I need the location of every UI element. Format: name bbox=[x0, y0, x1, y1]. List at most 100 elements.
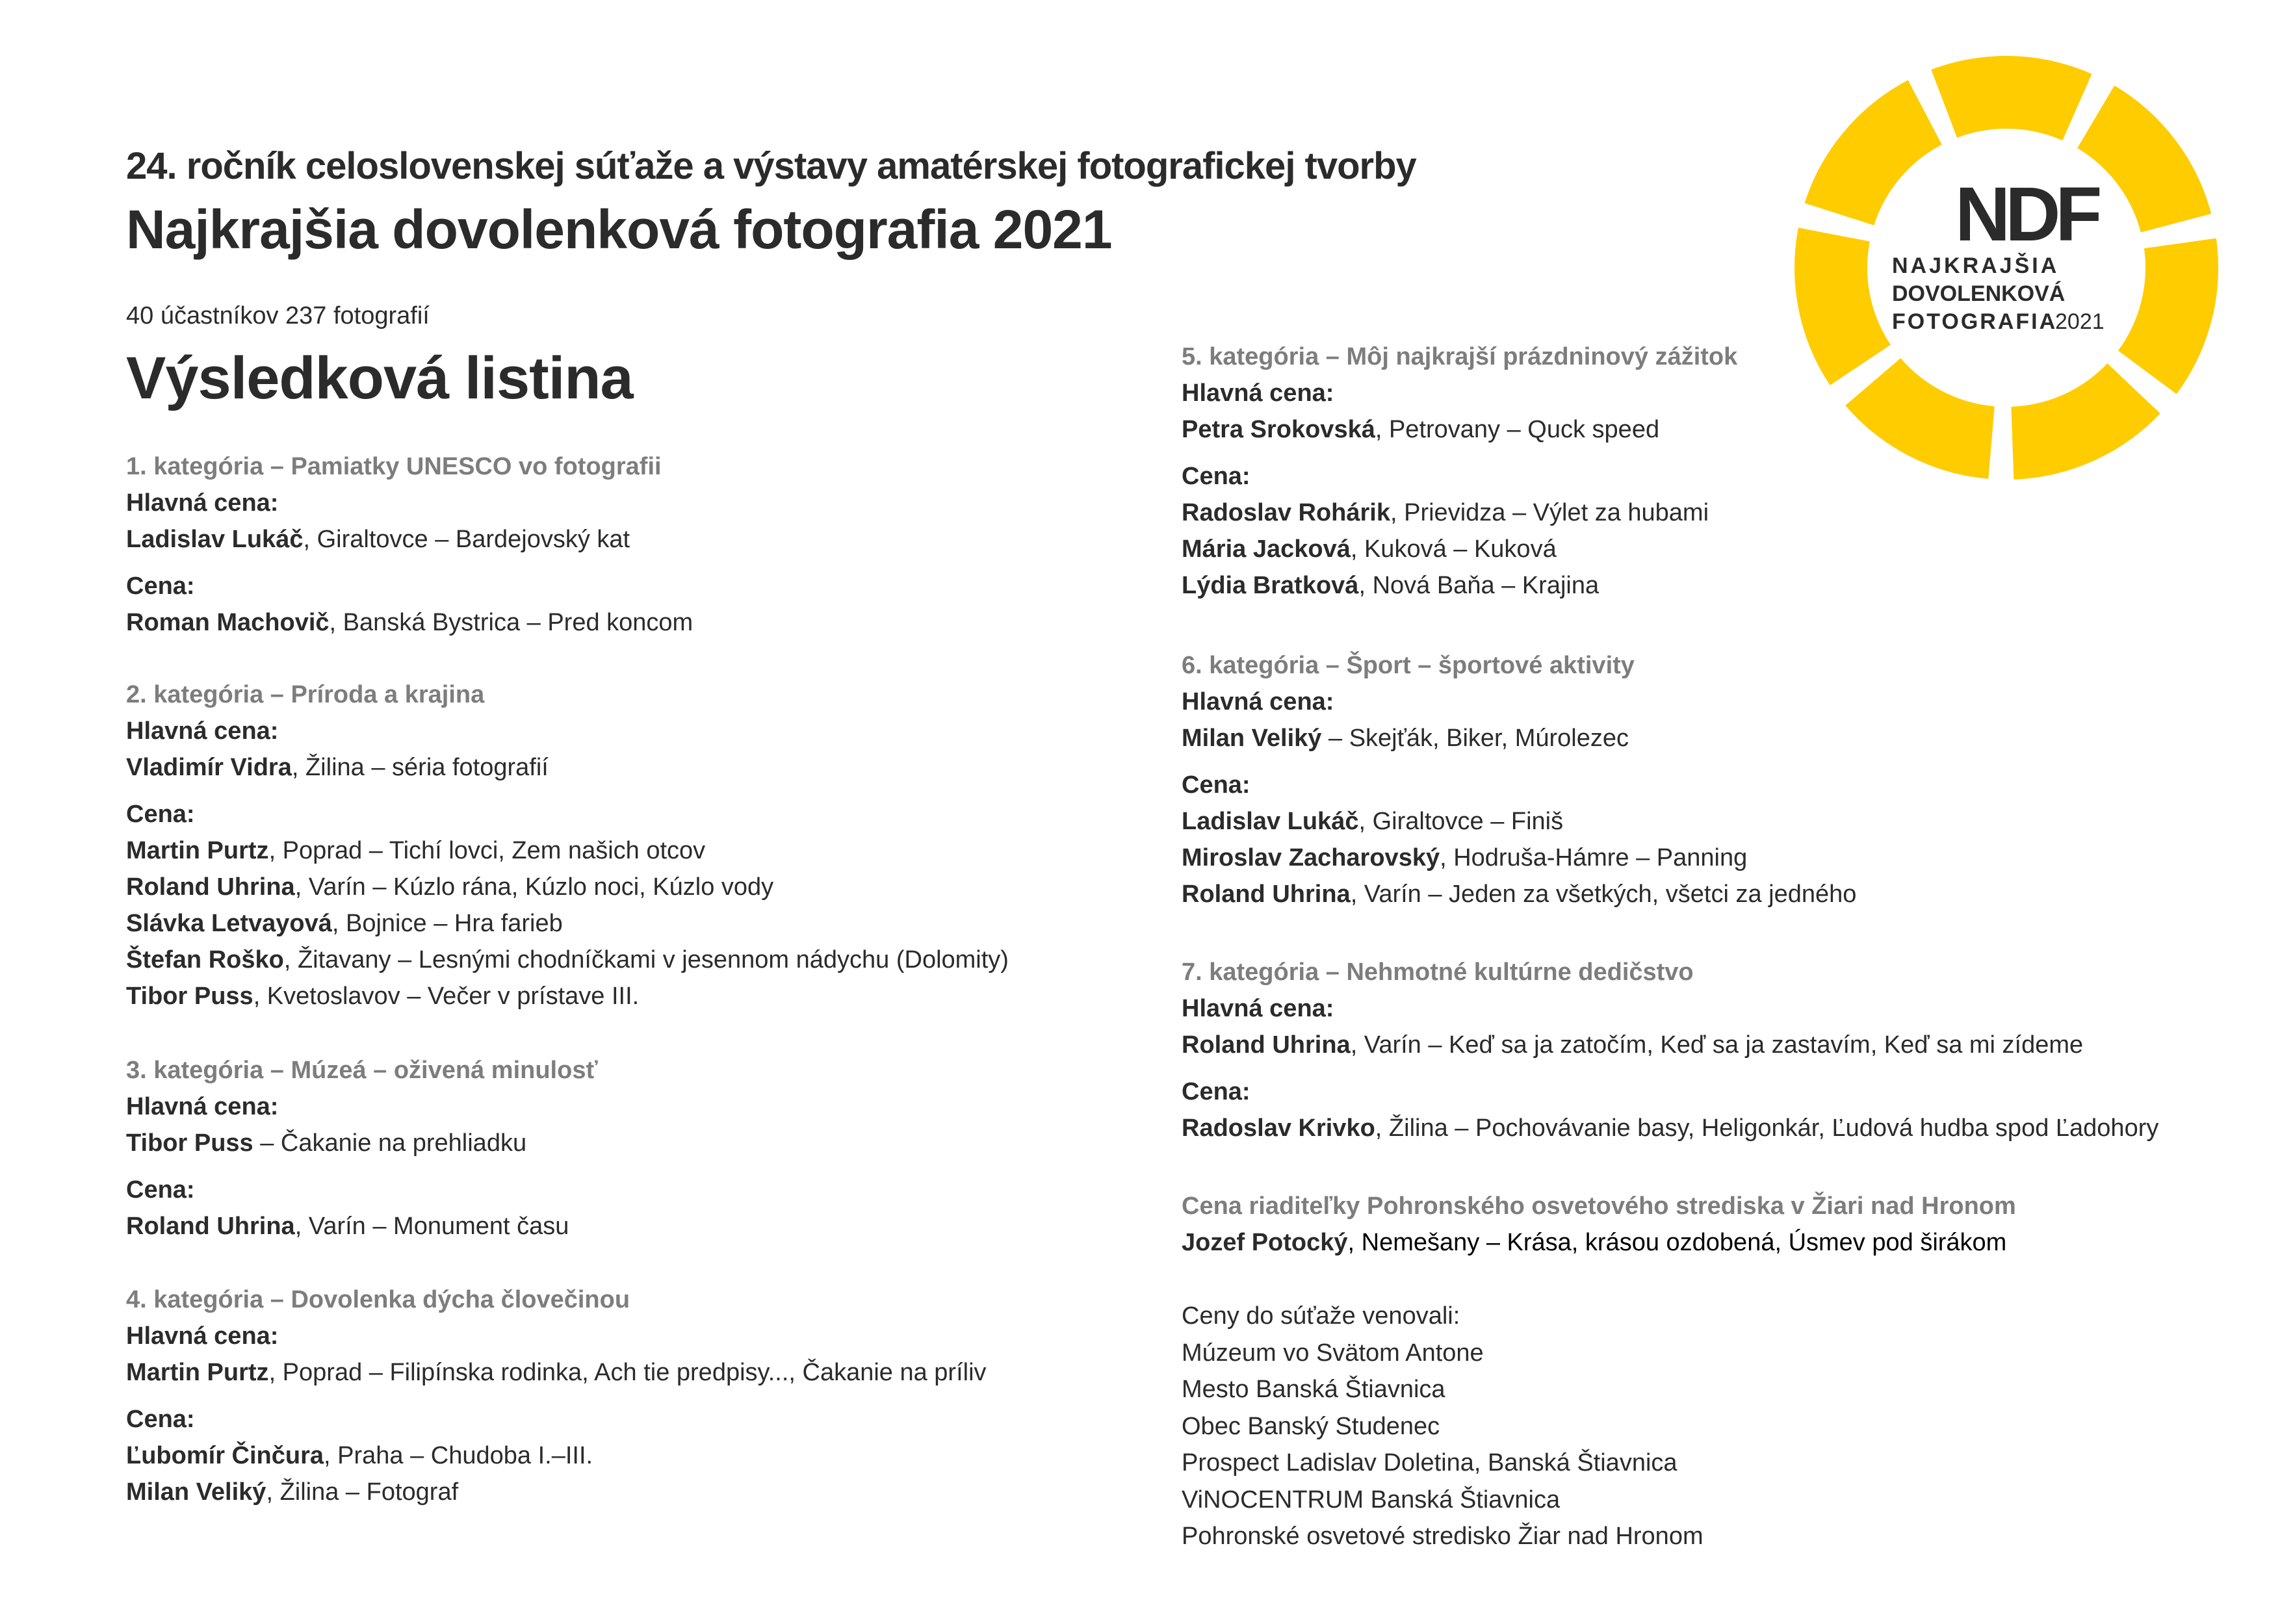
logo-line3: FOTOGRAFIA bbox=[1892, 309, 2057, 334]
winner-details: – Čakanie na prehliadku bbox=[253, 1129, 527, 1157]
winner-name: Roland Uhrina bbox=[126, 873, 295, 901]
award-group: Cena: Ľubomír Činčura, Praha – Chudoba I.… bbox=[126, 1401, 987, 1510]
winner-details: , Varín – Monument času bbox=[294, 1213, 569, 1240]
award-label: Cena: bbox=[1182, 1078, 1250, 1105]
winner-name: Roland Uhrina bbox=[1182, 1031, 1351, 1059]
winner-name: Milan Veliký bbox=[1182, 725, 1322, 752]
winner-details: – Skejťák, Biker, Múrolezec bbox=[1321, 725, 1629, 752]
winner-name: Roland Uhrina bbox=[1182, 881, 1351, 908]
logo-line2: DOVOLENKOVÁ bbox=[1892, 281, 2065, 306]
winner-name: Tibor Puss bbox=[126, 983, 253, 1010]
sponsor-item: Múzeum vo Svätom Antone bbox=[1182, 1339, 1484, 1367]
award-group: Cena: Martin Purtz, Poprad – Tichí lovci,… bbox=[126, 796, 1009, 1014]
winner-name: Milan Veliký bbox=[126, 1478, 266, 1506]
award-label: Hlavná cena: bbox=[1182, 995, 1334, 1022]
winner-details: , Žilina – séria fotografií bbox=[291, 754, 549, 781]
winner-entry: Martin Purtz, Poprad – Filipínska rodink… bbox=[126, 1354, 987, 1391]
award-group: Jozef Potocký, Nemešany – Krása, krásou … bbox=[1182, 1224, 2016, 1261]
award-group: Hlavná cena: Vladimír Vidra, Žilina – sér… bbox=[126, 713, 1009, 786]
category-title: 4. kategória – Dovolenka dýcha človečino… bbox=[126, 1286, 630, 1313]
winner-entry: Miroslav Zacharovský, Hodruša-Hámre – Pa… bbox=[1182, 840, 1856, 876]
logo-letters: NDF bbox=[1955, 172, 2099, 257]
category-block: 5. kategória – Môj najkrajší prázdninový… bbox=[1182, 339, 1737, 604]
category-title: 2. kategória – Príroda a krajina bbox=[126, 681, 485, 708]
award-label: Hlavná cena: bbox=[126, 1322, 279, 1350]
winner-name: Radoslav Rohárik bbox=[1182, 499, 1390, 526]
winner-entry: Slávka Letvayová, Bojnice – Hra farieb bbox=[126, 905, 1009, 942]
winner-details: , Nemešany – Krása, krásou ozdobená, Úsm… bbox=[1347, 1229, 2007, 1256]
award-label: Cena: bbox=[1182, 771, 1250, 799]
results-heading: Výsledková listina bbox=[126, 345, 634, 411]
sponsor-item: Pohronské osvetové stredisko Žiar nad Hr… bbox=[1182, 1523, 1704, 1550]
winner-name: Vladimír Vidra bbox=[126, 754, 292, 781]
winner-entry: Tibor Puss – Čakanie na prehliadku bbox=[126, 1125, 598, 1161]
award-group: Hlavná cena: Petra Srokovská, Petrovany –… bbox=[1182, 375, 1737, 448]
winner-details: , Giraltovce – Bardejovský kat bbox=[303, 526, 630, 553]
page-title: Najkrajšia dovolenková fotografia 2021 bbox=[126, 199, 1113, 260]
winner-name: Martin Purtz bbox=[126, 1359, 269, 1386]
winner-entry: Ladislav Lukáč, Giraltovce – Finiš bbox=[1182, 803, 1856, 840]
winner-entry: Ľubomír Činčura, Praha – Chudoba I.–III. bbox=[126, 1437, 987, 1474]
winner-entry: Radoslav Krivko, Žilina – Pochovávanie b… bbox=[1182, 1110, 2158, 1146]
winner-entry: Roman Machovič, Banská Bystrica – Pred k… bbox=[126, 604, 693, 641]
sponsor-item: Prospect Ladislav Doletina, Banská Štiav… bbox=[1182, 1449, 1678, 1476]
category-block: 2. kategória – Príroda a krajina Hlavná c… bbox=[126, 677, 1009, 1014]
category-block: 4. kategória – Dovolenka dýcha človečino… bbox=[126, 1282, 987, 1510]
winner-details: , Nová Baňa – Krajina bbox=[1358, 572, 1600, 599]
winner-name: Mária Jacková bbox=[1182, 535, 1351, 563]
winner-entry: Vladimír Vidra, Žilina – séria fotografi… bbox=[126, 749, 1009, 786]
winner-details: , Banská Bystrica – Pred koncom bbox=[329, 609, 693, 636]
winner-entry: Jozef Potocký, Nemešany – Krása, krásou … bbox=[1182, 1224, 2016, 1261]
winner-details: , Bojnice – Hra farieb bbox=[331, 910, 563, 937]
winner-name: Tibor Puss bbox=[126, 1129, 253, 1157]
award-label: Cena: bbox=[126, 1406, 195, 1433]
award-group: Hlavná cena: Tibor Puss – Čakanie na preh… bbox=[126, 1089, 598, 1161]
category-block: 6. kategória – Šport – športové aktivity… bbox=[1182, 647, 1856, 912]
winner-name: Ľubomír Činčura bbox=[126, 1442, 324, 1469]
winner-name: Roman Machovič bbox=[126, 609, 330, 636]
award-label: Cena: bbox=[1182, 463, 1250, 490]
category-block: 1. kategória – Pamiatky UNESCO vo fotogr… bbox=[126, 448, 693, 641]
winner-name: Jozef Potocký bbox=[1182, 1229, 1348, 1256]
sponsor-item: Mesto Banská Štiavnica bbox=[1182, 1376, 1445, 1403]
winner-entry: Radoslav Rohárik, Prievidza – Výlet za h… bbox=[1182, 495, 1737, 531]
award-label: Hlavná cena: bbox=[126, 717, 279, 745]
category-title: 3. kategória – Múzeá – oživená minulosť bbox=[126, 1057, 598, 1084]
sponsors-list: Ceny do súťaže venovali: Múzeum vo Sväto… bbox=[1182, 1298, 1704, 1555]
sponsor-item: ViNOCENTRUM Banská Štiavnica bbox=[1182, 1486, 1561, 1514]
award-group: Hlavná cena: Martin Purtz, Poprad – Filip… bbox=[126, 1318, 987, 1391]
winner-entry: Petra Srokovská, Petrovany – Quck speed bbox=[1182, 411, 1737, 448]
award-group: Cena: Radoslav Rohárik, Prievidza – Výlet… bbox=[1182, 458, 1737, 604]
winner-details: , Hodruša-Hámre – Panning bbox=[1440, 844, 1748, 871]
award-group: Cena: Ladislav Lukáč, Giraltovce – Finiš M… bbox=[1182, 767, 1856, 912]
winner-entry: Roland Uhrina, Varín – Kúzlo rána, Kúzlo… bbox=[126, 869, 1009, 905]
winner-entry: Tibor Puss, Kvetoslavov – Večer v prísta… bbox=[126, 978, 1009, 1014]
winner-details: , Kuková – Kuková bbox=[1350, 535, 1557, 563]
participant-stats: 40 účastníkov 237 fotografií bbox=[126, 302, 430, 329]
category-title: 5. kategória – Môj najkrajší prázdninový… bbox=[1182, 343, 1738, 370]
winner-entry: Roland Uhrina, Varín – Monument času bbox=[126, 1208, 598, 1244]
award-label: Cena: bbox=[126, 801, 195, 828]
winner-details: , Kvetoslavov – Večer v prístave III. bbox=[253, 983, 640, 1010]
winner-name: Ladislav Lukáč bbox=[1182, 808, 1359, 835]
award-group: Cena: Roman Machovič, Banská Bystrica – P… bbox=[126, 568, 693, 641]
winner-entry: Martin Purtz, Poprad – Tichí lovci, Zem … bbox=[126, 832, 1009, 869]
edition-subtitle: 24. ročník celoslovenskej súťaže a výsta… bbox=[126, 145, 1417, 187]
award-label: Hlavná cena: bbox=[1182, 688, 1334, 715]
winner-name: Martin Purtz bbox=[126, 837, 269, 864]
sponsor-item: Obec Banský Studenec bbox=[1182, 1412, 1440, 1440]
winner-details: , Varín – Keď sa ja zatočím, Keď sa ja z… bbox=[1350, 1031, 2084, 1059]
winner-name: Roland Uhrina bbox=[126, 1213, 295, 1240]
logo-line1: NAJKRAJŠIA bbox=[1892, 253, 2059, 278]
winner-name: Slávka Letvayová bbox=[126, 910, 332, 937]
award-label: Cena: bbox=[126, 573, 195, 600]
winner-entry: Milan Veliký, Žilina – Fotograf bbox=[126, 1474, 987, 1510]
category-title: 6. kategória – Šport – športové aktivity bbox=[1182, 652, 1635, 679]
winner-name: Ladislav Lukáč bbox=[126, 526, 304, 553]
category-title: 7. kategória – Nehmotné kultúrne dedičst… bbox=[1182, 959, 1694, 986]
winner-details: , Giraltovce – Finiš bbox=[1358, 808, 1564, 835]
winner-entry: Mária Jacková, Kuková – Kuková bbox=[1182, 531, 1737, 567]
award-group: Hlavná cena: Roland Uhrina, Varín – Keď s… bbox=[1182, 990, 2158, 1063]
winner-details: , Žilina – Fotograf bbox=[266, 1478, 459, 1506]
category-block: 7. kategória – Nehmotné kultúrne dedičst… bbox=[1182, 954, 2158, 1146]
